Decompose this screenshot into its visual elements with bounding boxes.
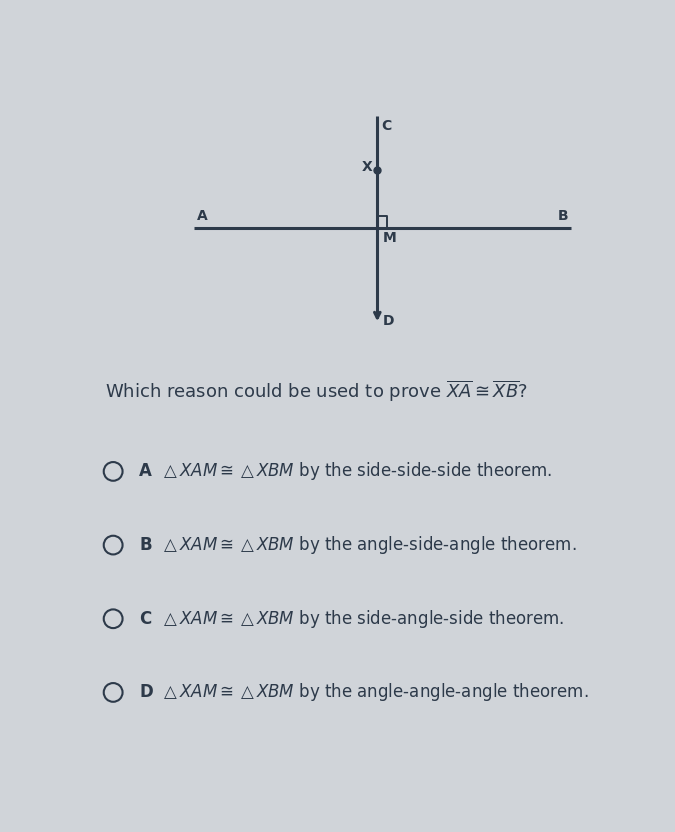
Text: B: B	[558, 209, 568, 223]
Text: D: D	[383, 314, 394, 329]
Text: A: A	[197, 209, 208, 223]
Text: $\triangle XAM \cong \triangle XBM$ by the side-angle-side theorem.: $\triangle XAM \cong \triangle XBM$ by t…	[160, 607, 565, 630]
Text: Which reason could be used to prove $\overline{XA} \cong \overline{XB}$?: Which reason could be used to prove $\ov…	[105, 379, 528, 404]
Text: M: M	[383, 231, 396, 245]
Text: D: D	[139, 683, 153, 701]
Text: C: C	[381, 119, 391, 133]
Text: $\triangle XAM \cong \triangle XBM$ by the angle-angle-angle theorem.: $\triangle XAM \cong \triangle XBM$ by t…	[160, 681, 589, 703]
Text: X: X	[361, 160, 372, 174]
Text: B: B	[139, 536, 152, 554]
Text: C: C	[139, 610, 152, 628]
Text: $\triangle XAM \cong \triangle XBM$ by the angle-side-angle theorem.: $\triangle XAM \cong \triangle XBM$ by t…	[160, 534, 576, 556]
Text: $\triangle XAM \cong \triangle XBM$ by the side-side-side theorem.: $\triangle XAM \cong \triangle XBM$ by t…	[160, 460, 553, 483]
Text: A: A	[139, 463, 152, 480]
